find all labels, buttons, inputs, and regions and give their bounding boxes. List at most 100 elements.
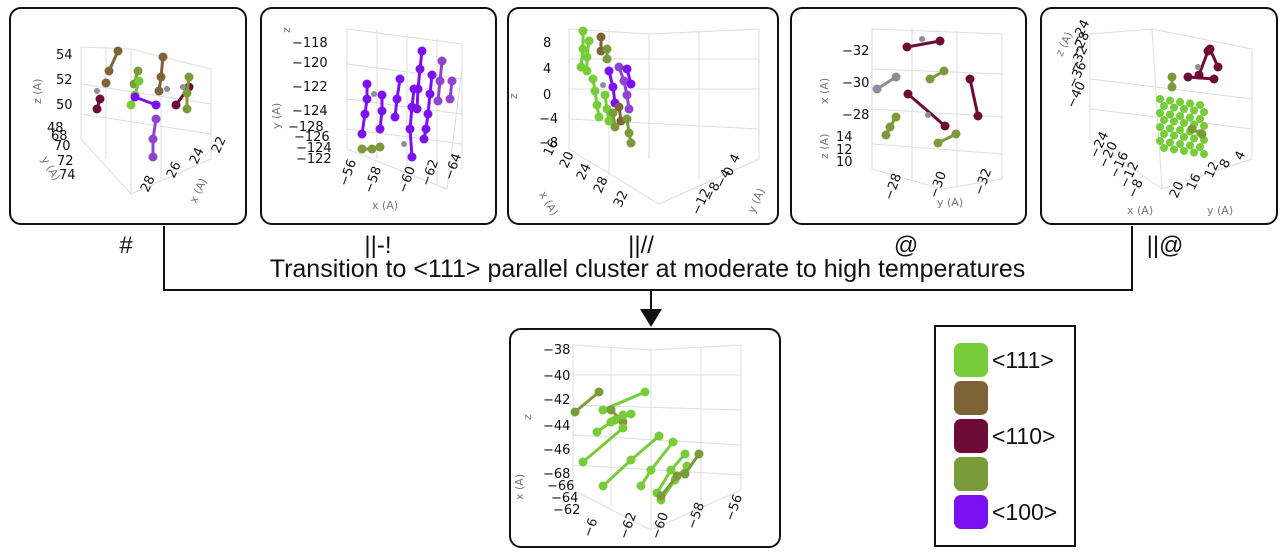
- tick-label: 0: [543, 88, 551, 103]
- legend-swatch: [954, 419, 988, 453]
- legend-label: <111>: [992, 347, 1054, 373]
- atom-point: [903, 89, 913, 99]
- axis-label: x (A): [187, 176, 210, 205]
- tick-label: −28: [882, 171, 905, 202]
- grid-line: [80, 83, 212, 105]
- tick-label: 74: [59, 168, 76, 183]
- dimer-bond: [581, 426, 625, 464]
- atom-point: [1160, 130, 1168, 138]
- atom-point: [1186, 99, 1194, 108]
- atom-point: [1205, 44, 1215, 54]
- axis-label: z: [280, 27, 293, 33]
- atom-point: [881, 130, 891, 140]
- atom-point: [965, 74, 975, 84]
- atom-point: [433, 96, 443, 106]
- transition-caption: Transition to <111> parallel cluster at …: [269, 255, 1026, 283]
- grid-line: [80, 138, 132, 195]
- atom-point: [600, 82, 606, 88]
- tick-label: −46: [543, 443, 570, 458]
- dimer-bond: [591, 77, 601, 119]
- atom-point: [680, 469, 690, 479]
- grid-line: [1161, 158, 1253, 190]
- atom-point: [598, 481, 608, 491]
- grid-line: [80, 113, 212, 135]
- atom-point: [1180, 133, 1188, 141]
- tick-label: 72: [57, 154, 74, 169]
- tick-label: −60: [649, 510, 672, 541]
- tick-label: 32: [611, 188, 632, 209]
- atom-point: [590, 86, 600, 96]
- atom-point: [182, 104, 192, 114]
- atom-point: [598, 405, 608, 415]
- axis-label: x (A): [513, 474, 526, 500]
- atom-point: [417, 46, 427, 56]
- tick-label: −64: [551, 491, 578, 506]
- atom-point: [1186, 113, 1194, 122]
- atom-point: [604, 66, 614, 76]
- tick-label: −28: [842, 108, 869, 123]
- atom-point: [182, 88, 192, 98]
- tick-label: 24: [574, 161, 595, 182]
- atom-point: [435, 76, 445, 86]
- axis-label: x (A): [372, 199, 398, 212]
- tick-label: −62: [617, 510, 640, 541]
- atom-point: [148, 152, 158, 162]
- tick-label: 24: [187, 145, 208, 166]
- atom-point: [1196, 143, 1204, 151]
- atom-point: [602, 44, 612, 54]
- atom-point: [427, 70, 437, 80]
- legend-swatch: [954, 495, 988, 529]
- atom-point: [1187, 124, 1197, 134]
- atom-point: [618, 410, 628, 420]
- axis-label: z (A): [31, 79, 44, 104]
- atom-point: [113, 46, 123, 56]
- tick-label: −128: [288, 120, 324, 135]
- legend-swatch: [954, 457, 988, 491]
- atom-point: [622, 90, 632, 100]
- atom-point: [407, 152, 417, 162]
- grid-line: [1089, 138, 1163, 190]
- axis-label: y (A): [937, 196, 963, 209]
- atom-point: [582, 66, 592, 76]
- grid-line: [658, 158, 760, 205]
- panel-2: −118 −120 −122 −124 −128 −126 −124 −122 −56 −58 −6…: [260, 7, 497, 225]
- atom-point: [362, 94, 372, 104]
- atom-point: [1170, 145, 1178, 154]
- atom-point: [933, 138, 943, 148]
- grid-line: [572, 489, 652, 531]
- atom-point: [640, 387, 650, 397]
- atom-point: [1209, 74, 1219, 84]
- tick-label: 22: [209, 134, 230, 155]
- atom-point: [1200, 122, 1208, 130]
- atom-point: [951, 129, 961, 139]
- tick-label: −4: [539, 112, 558, 127]
- atom-point: [133, 66, 143, 76]
- atom-point: [626, 138, 636, 148]
- atom-point: [357, 144, 367, 154]
- atom-point: [608, 82, 618, 92]
- grid-line: [572, 404, 742, 411]
- legend: <111> <110> <100>: [934, 325, 1076, 547]
- grid-line: [648, 28, 760, 35]
- atom-point: [592, 427, 602, 437]
- atom-point: [622, 114, 632, 124]
- atom-point: [626, 409, 636, 419]
- axis-label: x (A): [536, 189, 560, 218]
- atom-point: [1176, 98, 1184, 106]
- tick-label: 8: [543, 36, 551, 51]
- grid-line: [871, 68, 1003, 75]
- legend-item-111: <111>: [954, 343, 1074, 381]
- atom-point: [570, 407, 580, 417]
- grid-line: [346, 63, 463, 80]
- atom-point: [390, 112, 400, 122]
- atom-point: [872, 84, 882, 94]
- atom-point: [92, 104, 102, 114]
- panel-4: −32 −30 −28 14 12 10 −28 −30 −32 x (A) z (A) y (A): [790, 7, 1027, 225]
- atom-point: [672, 471, 682, 481]
- tick-label: −32: [972, 166, 995, 197]
- atom-point: [1167, 82, 1177, 92]
- grid-line: [346, 148, 448, 190]
- tick-label: −124: [292, 104, 328, 119]
- atom-point: [437, 56, 447, 66]
- atom-point: [94, 88, 100, 94]
